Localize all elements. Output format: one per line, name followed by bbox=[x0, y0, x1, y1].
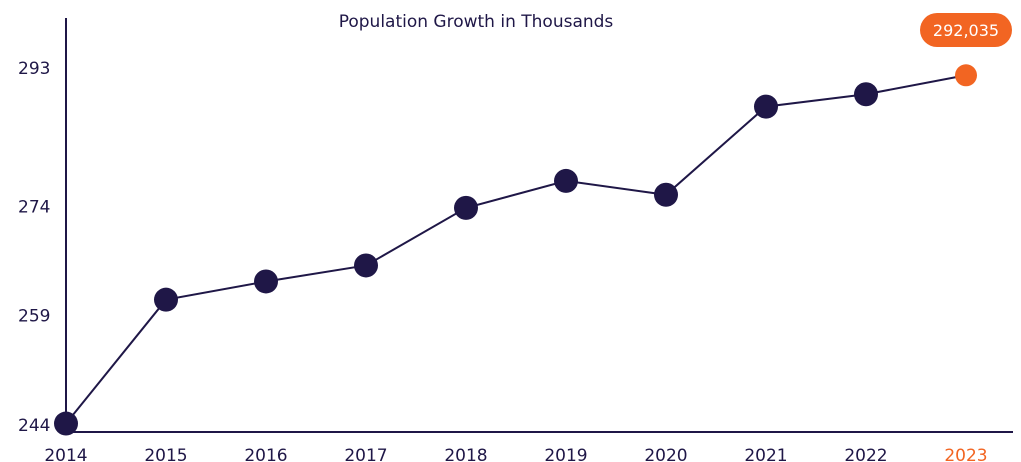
series-line bbox=[65, 74, 967, 425]
x-tick-label: 2023 bbox=[944, 446, 987, 462]
highlight-callout: 292,035 bbox=[920, 13, 1012, 47]
data-point bbox=[754, 94, 778, 119]
data-point bbox=[554, 168, 578, 193]
data-point bbox=[54, 411, 78, 436]
chart-title: Population Growth in Thousands bbox=[339, 12, 614, 32]
data-point bbox=[354, 253, 378, 278]
data-point bbox=[654, 182, 678, 207]
y-tick-label: 244 bbox=[18, 416, 50, 436]
x-tick-label: 2017 bbox=[344, 446, 387, 462]
highlight-data-point bbox=[955, 64, 977, 87]
callout-bubble bbox=[920, 13, 1012, 47]
y-tick-label: 259 bbox=[18, 307, 50, 327]
x-tick-label: 2022 bbox=[844, 446, 887, 462]
x-axis-ticks: 2014 2015 2016 2017 2018 2019 2020 2021 2022 2023 bbox=[44, 446, 987, 462]
data-point bbox=[254, 269, 278, 294]
x-tick-label: 2018 bbox=[444, 446, 487, 462]
data-point bbox=[154, 287, 178, 312]
x-tick-label: 2016 bbox=[244, 446, 287, 462]
callout-label: 292,035 bbox=[933, 21, 999, 40]
y-tick-label: 293 bbox=[18, 59, 50, 79]
data-point bbox=[854, 82, 878, 107]
data-points bbox=[54, 64, 977, 436]
x-tick-label: 2014 bbox=[44, 446, 87, 462]
y-tick-label: 274 bbox=[18, 197, 50, 217]
data-point bbox=[454, 195, 478, 220]
x-tick-label: 2021 bbox=[744, 446, 787, 462]
y-axis-ticks: 244 259 274 293 bbox=[18, 59, 50, 436]
x-tick-label: 2019 bbox=[544, 446, 587, 462]
x-tick-label: 2015 bbox=[144, 446, 187, 462]
x-tick-label: 2020 bbox=[644, 446, 687, 462]
